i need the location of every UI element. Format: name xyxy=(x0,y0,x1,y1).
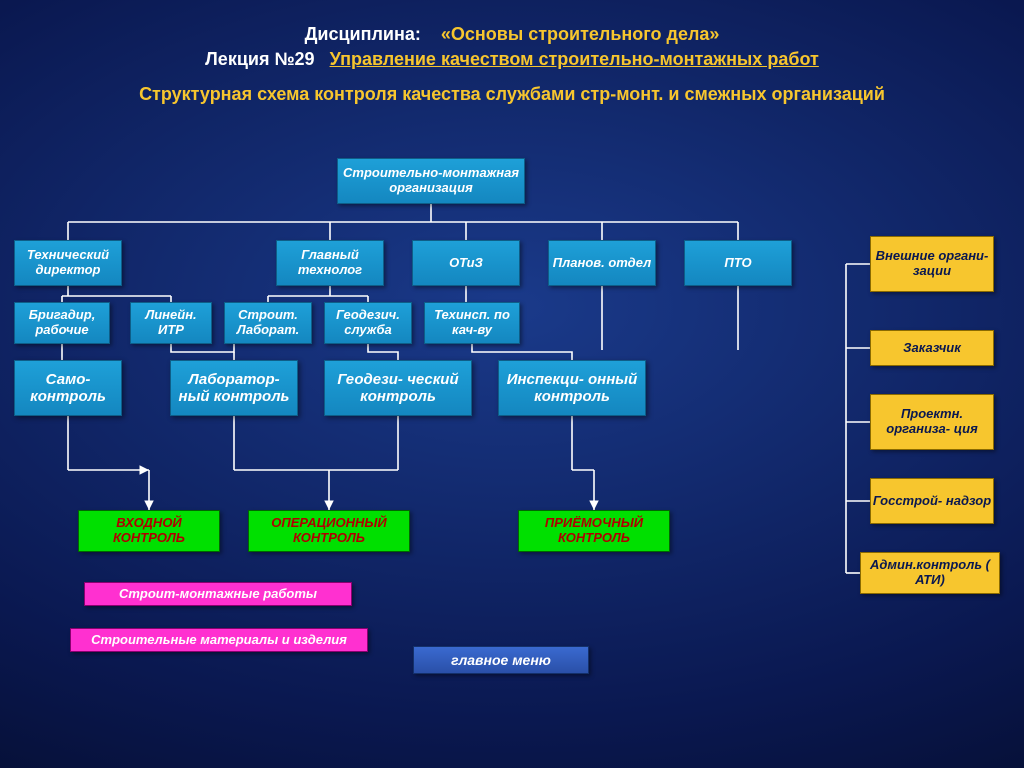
node-root: Строительно-монтажная организация xyxy=(337,158,525,204)
node-gosstroynadzor: Госстрой- надзор xyxy=(870,478,994,524)
node-plan-dept: Планов. отдел xyxy=(548,240,656,286)
node-main-technologist: Главный технолог xyxy=(276,240,384,286)
node-smr: Строит-монтажные работы xyxy=(84,582,352,606)
node-geod-control: Геодези- ческий контроль xyxy=(324,360,472,416)
main-menu-button[interactable]: главное меню xyxy=(413,646,589,674)
header-discipline-label: Дисциплина: xyxy=(305,24,421,44)
node-smi: Строительные материалы и изделия xyxy=(70,628,368,652)
node-admin-ati: Админ.контроль ( АТИ) xyxy=(860,552,1000,594)
node-priemochniy: ПРИЁМОЧНЫЙ КОНТРОЛЬ xyxy=(518,510,670,552)
node-pto: ПТО xyxy=(684,240,792,286)
node-vhodnoy: ВХОДНОЙ КОНТРОЛЬ xyxy=(78,510,220,552)
node-lab-control: Лаборатор- ный контроль xyxy=(170,360,298,416)
node-samo-control: Само- контроль xyxy=(14,360,122,416)
node-linein-itr: Линейн. ИТР xyxy=(130,302,212,344)
node-insp-control: Инспекци- онный контроль xyxy=(498,360,646,416)
header-discipline-value: «Основы строительного дела» xyxy=(441,24,720,44)
node-geodez-sluzhba: Геодезич. служба xyxy=(324,302,412,344)
header-lecture-title: Управление качеством строительно-монтажн… xyxy=(330,49,819,69)
header-subtitle: Структурная схема контроля качества служ… xyxy=(139,84,885,104)
node-tech-director: Технический директор xyxy=(14,240,122,286)
node-otiz: ОТиЗ xyxy=(412,240,520,286)
node-tehinsp: Техинсп. по кач-ву xyxy=(424,302,520,344)
node-brigadir: Бригадир, рабочие xyxy=(14,302,110,344)
node-external-orgs: Внешние органи- зации xyxy=(870,236,994,292)
header-lecture-label: Лекция №29 xyxy=(205,49,314,69)
node-stroi-lab: Строит. Лаборат. xyxy=(224,302,312,344)
node-zakazchik: Заказчик xyxy=(870,330,994,366)
node-project-org: Проектн. организа- ция xyxy=(870,394,994,450)
node-operacionniy: ОПЕРАЦИОННЫЙ КОНТРОЛЬ xyxy=(248,510,410,552)
